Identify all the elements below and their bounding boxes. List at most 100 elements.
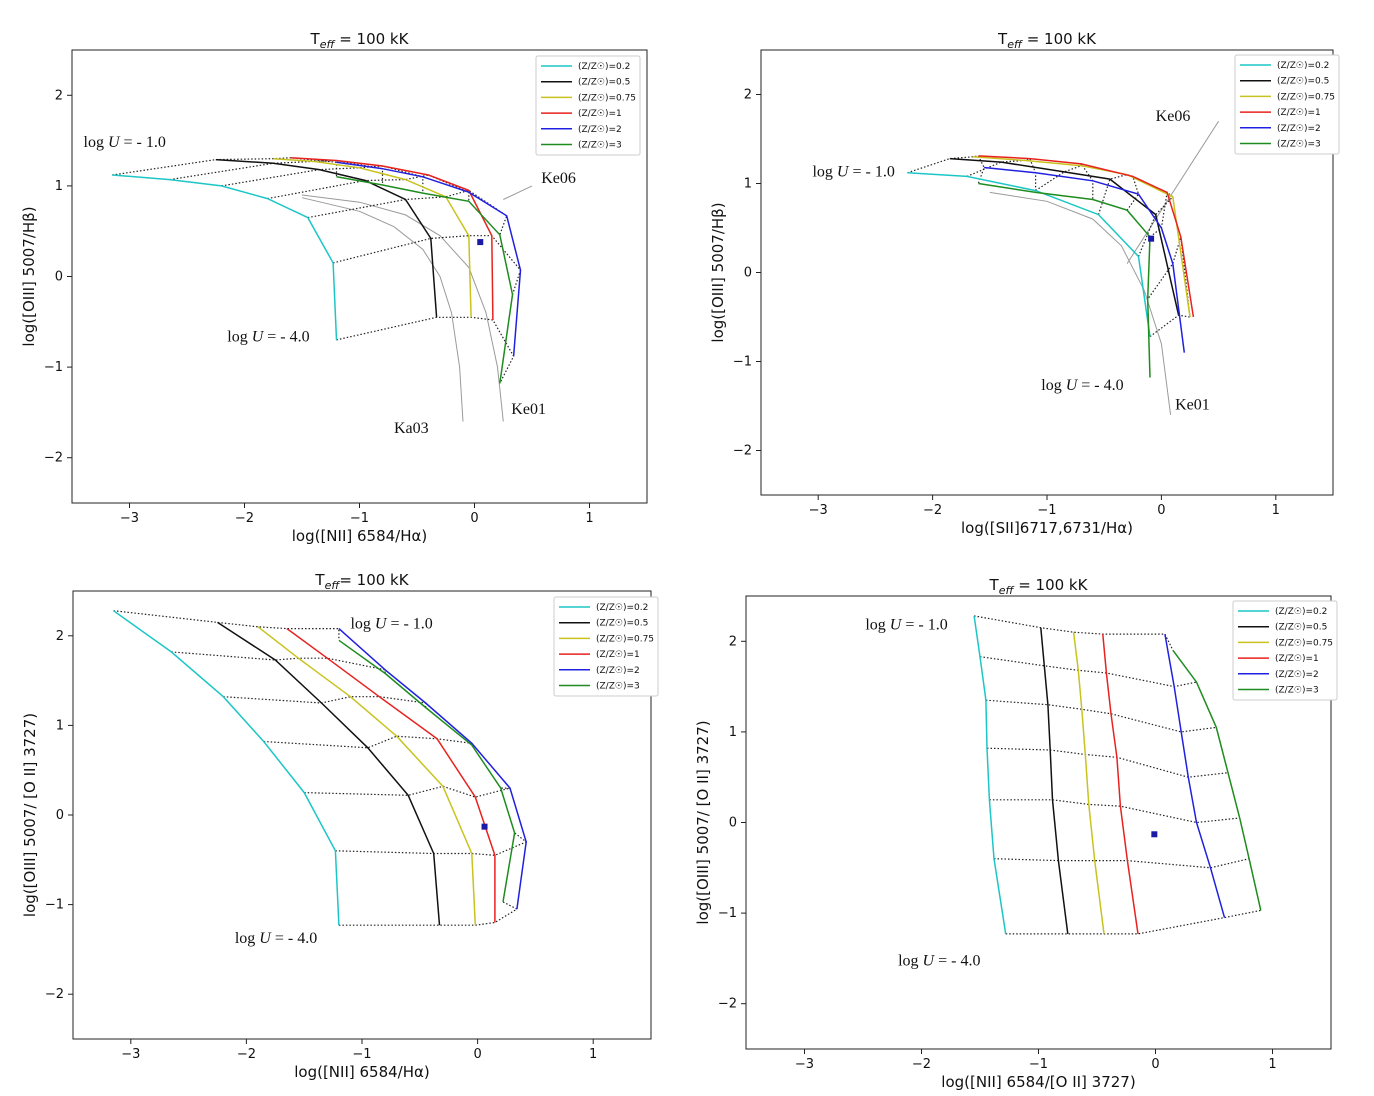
y-tick-label: 0 — [729, 816, 737, 831]
x-tick-label: −2 — [237, 1047, 256, 1062]
x-tick-label: −1 — [352, 1047, 371, 1062]
series-line-z1 — [217, 621, 441, 926]
annotation-label: Ka03 — [394, 420, 429, 437]
reference-curve-ke06 — [503, 185, 533, 200]
annotation-log: log — [350, 616, 374, 633]
annotation-value: = - 1.0 — [120, 134, 166, 151]
log-u-isoline — [986, 747, 1229, 778]
annotation-value: = - 4.0 — [934, 953, 980, 970]
x-axis-label: log([SII]6717,6731/Hα) — [961, 519, 1133, 537]
x-tick-label: −1 — [1037, 503, 1056, 518]
annotation-u: U — [1066, 377, 1079, 394]
legend-entry: (Z/Z☉)=0.2 — [1275, 607, 1327, 617]
annotation-label: Ke01 — [511, 401, 546, 418]
y-axis-label: log([OIII] 5007/ [O II] 3727) — [21, 713, 39, 917]
series-line-z5 — [336, 176, 514, 384]
x-tick-label: 1 — [1272, 503, 1280, 518]
series-line-z4 — [1164, 633, 1226, 918]
legend-entry: (Z/Z☉)=0.2 — [578, 62, 630, 72]
reference-curve-ke01 — [301, 194, 504, 422]
chart-panel-3: Teff= 100 kK −3 −2 −1 0 1 −2 −1 0 1 2 log([NII] 658… — [21, 571, 659, 1081]
y-tick-label: 2 — [744, 88, 752, 103]
legend-entry: (Z/Z☉)=0.2 — [1277, 61, 1329, 71]
y-tick-label: −2 — [718, 997, 737, 1012]
title-main: T — [989, 576, 1000, 594]
log-u-isoline — [267, 174, 470, 202]
annotation-u: U — [837, 163, 850, 180]
y-tick-label: −1 — [44, 360, 63, 375]
log-u-isoline — [993, 858, 1250, 869]
y-tick-label: 0 — [744, 266, 752, 281]
y-tick-label: −2 — [44, 451, 63, 466]
title-main: T — [314, 571, 325, 589]
log-u-isoline — [338, 901, 519, 926]
series-line-z1 — [1040, 627, 1069, 934]
legend-box — [1232, 600, 1338, 701]
series-line-z1 — [949, 157, 1180, 316]
x-tick-label: −2 — [923, 503, 942, 518]
title-value: = 100 kK — [339, 571, 409, 589]
legend: (Z/Z☉)=0.2 (Z/Z☉)=0.5 (Z/Z☉)=0.75 (Z/Z☉)=1 (… — [535, 55, 641, 156]
x-tick-label: 0 — [473, 1047, 481, 1062]
log-u-isoline — [336, 316, 515, 384]
y-tick-label: 2 — [729, 634, 737, 649]
y-axis-label: log([OIII] 5007/Hβ) — [20, 206, 38, 346]
log-u-isoline — [985, 699, 1217, 733]
y-axis-label: log([OIII] 5007/Hβ) — [709, 202, 727, 342]
legend-entry: (Z/Z☉)=0.75 — [578, 93, 636, 103]
legend-box — [1234, 54, 1340, 155]
chart-panel-4: Teff = 100 kK −3 −2 −1 0 1 −2 −1 0 1 2 log([NII] 65… — [694, 576, 1338, 1091]
observed-point-marker — [1151, 831, 1158, 838]
legend-entry: (Z/Z☉)=3 — [1277, 140, 1321, 150]
title-value: = 100 kK — [334, 30, 409, 48]
log-u-isoline — [307, 189, 508, 236]
log-u-isoline — [973, 615, 1174, 651]
series-line-z3 — [978, 155, 1195, 318]
series-line-z4 — [338, 628, 527, 910]
y-tick-label: 0 — [55, 270, 63, 285]
legend-entry: (Z/Z☉)=0.2 — [596, 603, 648, 613]
series-line-z0 — [907, 172, 1151, 337]
legend-entry: (Z/Z☉)=2 — [1275, 670, 1319, 680]
annotation-u: U — [923, 953, 936, 970]
legend-entry: (Z/Z☉)=2 — [578, 125, 622, 135]
y-tick-label: −2 — [733, 444, 752, 459]
y-tick-label: −1 — [718, 906, 737, 921]
annotation-label: log U = - 1.0 — [812, 163, 894, 180]
series-line-z2 — [257, 626, 477, 926]
log-u-isoline — [989, 799, 1240, 824]
legend-entry: (Z/Z☉)=0.75 — [1277, 92, 1335, 102]
annotation-label: log U = - 4.0 — [227, 329, 309, 346]
y-tick-label: 1 — [744, 177, 752, 192]
legend-entry: (Z/Z☉)=1 — [578, 109, 622, 119]
reference-curve-ke01 — [989, 191, 1172, 415]
x-tick-label: −2 — [912, 1057, 931, 1072]
legend-entry: (Z/Z☉)=2 — [596, 666, 640, 676]
annotation-label: log U = - 1.0 — [84, 134, 166, 151]
log-u-isoline — [113, 610, 340, 641]
series-line-z2 — [1072, 632, 1105, 934]
legend-entry: (Z/Z☉)=0.5 — [596, 619, 648, 629]
series-line-z2 — [273, 157, 472, 318]
annotation-value: = - 4.0 — [263, 329, 309, 346]
annotation-u: U — [252, 329, 265, 346]
annotation-log: log — [865, 617, 889, 634]
series-line-z4 — [336, 161, 522, 357]
x-axis-label: log([NII] 6584/Hα) — [294, 1063, 430, 1081]
legend-box — [553, 596, 659, 697]
y-tick-label: 1 — [56, 718, 64, 733]
annotation-label: log U = - 1.0 — [350, 616, 432, 633]
annotation-log: log — [1041, 377, 1065, 394]
chart-title: Teff= 100 kK — [314, 571, 409, 592]
x-tick-label: 0 — [470, 511, 478, 526]
x-tick-label: 1 — [1268, 1057, 1276, 1072]
chart-title: Teff = 100 kK — [989, 576, 1089, 597]
annotation-log: log — [227, 329, 251, 346]
series-line-z0 — [973, 615, 1007, 935]
title-subscript: eff — [325, 579, 341, 592]
log-u-isoline — [304, 785, 511, 798]
annotation-log: log — [898, 953, 922, 970]
x-axis-label: log([NII] 6584/[O II] 3727) — [941, 1073, 1135, 1091]
y-tick-label: 1 — [729, 725, 737, 740]
